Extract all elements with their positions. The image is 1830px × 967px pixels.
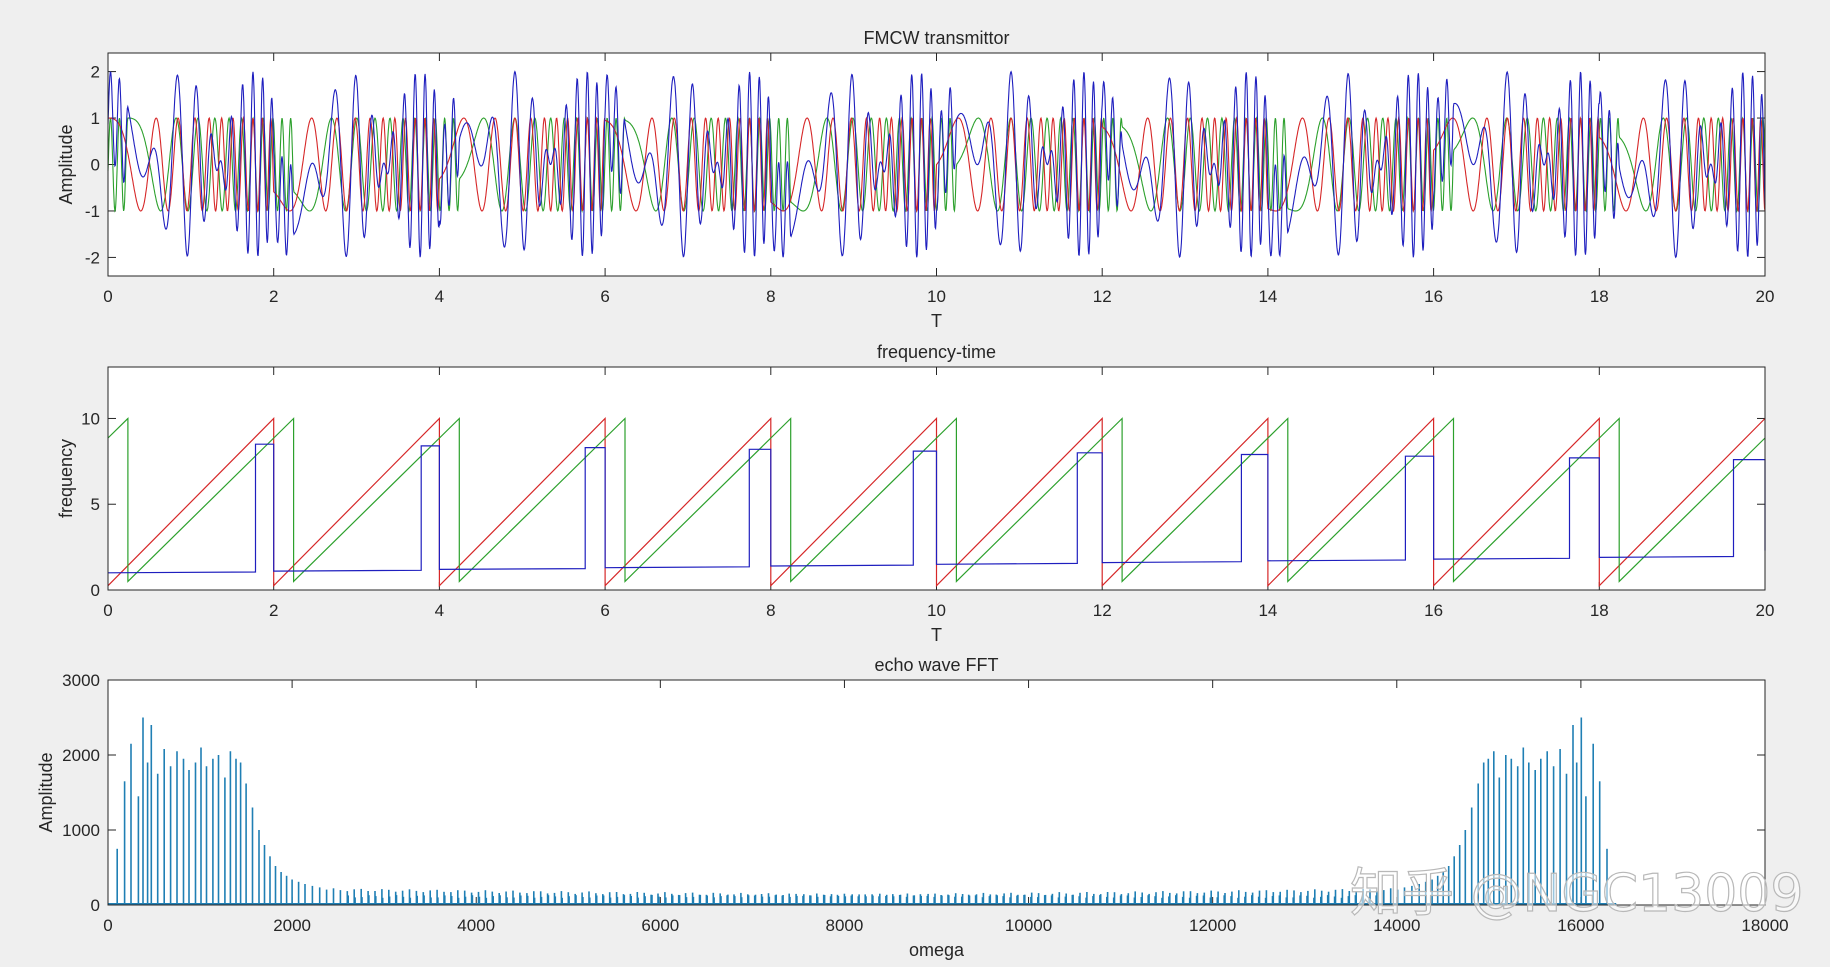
x-tick-label: 6000 (641, 916, 679, 935)
x-tick-label: 18 (1590, 601, 1609, 620)
y-axis-label: frequency (56, 439, 76, 518)
x-tick-label: 0 (103, 287, 112, 306)
chart-title: echo wave FFT (874, 655, 998, 675)
x-tick-label: 20 (1756, 601, 1775, 620)
y-tick-label: 10 (81, 409, 100, 428)
x-tick-label: 2 (269, 287, 278, 306)
y-tick-label: 5 (91, 495, 100, 514)
x-tick-label: 18000 (1741, 916, 1788, 935)
x-axis-label: T (931, 625, 942, 645)
x-tick-label: 6 (600, 287, 609, 306)
y-tick-label: 0 (91, 156, 100, 175)
series-line-mixed (107, 70, 1766, 259)
y-tick-label: 1 (91, 109, 100, 128)
x-tick-label: 10 (927, 601, 946, 620)
watermark: 知乎 @NGC13009 (1350, 864, 1803, 924)
x-axis-label: omega (909, 940, 965, 960)
x-tick-label: 12 (1093, 287, 1112, 306)
x-tick-label: 8 (766, 287, 775, 306)
x-tick-label: 14000 (1373, 916, 1420, 935)
y-tick-label: 0 (91, 581, 100, 600)
chart-title: FMCW transmittor (864, 28, 1010, 48)
x-tick-label: 10000 (1005, 916, 1052, 935)
x-tick-label: 12000 (1189, 916, 1236, 935)
x-axis-label: T (931, 311, 942, 331)
y-tick-label: -2 (85, 248, 100, 267)
x-tick-label: 2000 (273, 916, 311, 935)
plot-frequency-time: 0 2 4 6 8 10 12 14 16 18 20 0 5 10 frequency-time Tfreq… (56, 342, 1774, 645)
x-tick-label: 12 (1093, 601, 1112, 620)
series-line-transmit (108, 115, 1766, 214)
x-tick-label: 16 (1424, 601, 1443, 620)
x-tick-label: 0 (103, 916, 112, 935)
x-tick-label: 8 (766, 601, 775, 620)
series-line-echo-frequency (107, 417, 1766, 583)
x-tick-label: 6 (600, 601, 609, 620)
x-tick-label: 4 (435, 601, 444, 620)
y-tick-label: 2000 (62, 746, 100, 765)
plot-frame (107, 52, 1766, 277)
y-tick-label: 3000 (62, 671, 100, 690)
x-tick-label: 0 (103, 601, 112, 620)
x-tick-label: 14 (1258, 287, 1277, 306)
x-tick-label: 4 (435, 287, 444, 306)
y-tick-label: -1 (85, 202, 100, 221)
y-axis-label: Amplitude (56, 124, 76, 204)
y-tick-label: 1000 (62, 821, 100, 840)
plot-frame (107, 679, 1766, 906)
y-tick-label: 0 (91, 896, 100, 915)
fft-spikes (116, 717, 1608, 905)
y-axis-label: Amplitude (36, 752, 56, 832)
plot-frame (107, 366, 1766, 591)
x-tick-label: 2 (269, 601, 278, 620)
series-line-beat-frequency (107, 443, 1766, 574)
x-tick-label: 16 (1424, 287, 1443, 306)
x-tick-label: 20 (1756, 287, 1775, 306)
y-tick-label: 2 (91, 63, 100, 82)
chart-title: frequency-time (877, 342, 996, 362)
x-tick-label: 14 (1258, 601, 1277, 620)
x-tick-label: 8000 (826, 916, 864, 935)
x-tick-label: 18 (1590, 287, 1609, 306)
x-tick-label: 10 (927, 287, 946, 306)
plot-echo-wave-fft: 0 2000 4000 6000 8000 10000 12000 14000 16000 180… (36, 655, 1789, 960)
x-tick-label: 4000 (457, 916, 495, 935)
x-tick-label: 16000 (1557, 916, 1604, 935)
